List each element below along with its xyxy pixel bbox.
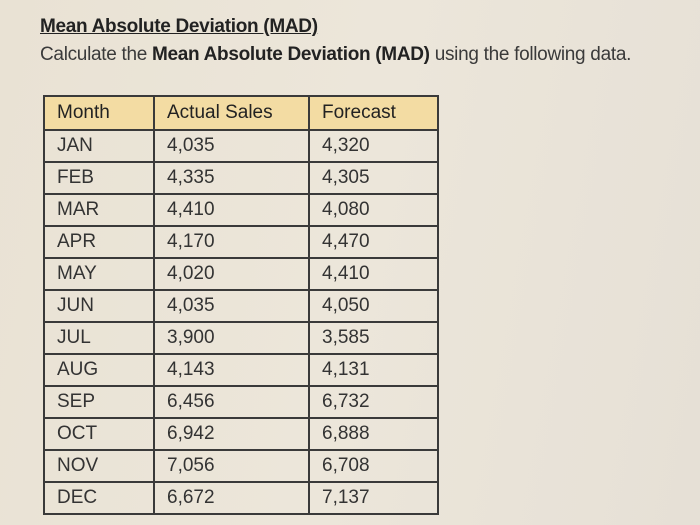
table-row: AUG 4,143 4,131 bbox=[43, 353, 439, 387]
cell-month: SEP bbox=[43, 385, 155, 419]
cell-forecast: 4,131 bbox=[308, 353, 439, 387]
cell-month: MAR bbox=[43, 193, 155, 227]
instruction-text: Calculate the Mean Absolute Deviation (M… bbox=[40, 44, 631, 66]
cell-forecast: 4,305 bbox=[308, 161, 439, 195]
cell-forecast: 6,708 bbox=[308, 449, 439, 483]
cell-month: NOV bbox=[43, 449, 155, 483]
cell-forecast: 4,470 bbox=[308, 225, 439, 259]
table-row: JAN 4,035 4,320 bbox=[43, 129, 439, 163]
cell-forecast: 4,410 bbox=[308, 257, 439, 291]
cell-forecast: 3,585 bbox=[308, 321, 439, 355]
table-row: FEB 4,335 4,305 bbox=[43, 161, 439, 195]
cell-month: DEC bbox=[43, 481, 155, 515]
cell-forecast: 7,137 bbox=[308, 481, 439, 515]
cell-month: AUG bbox=[43, 353, 155, 387]
header-forecast: Forecast bbox=[308, 95, 439, 131]
table-row: MAR 4,410 4,080 bbox=[43, 193, 439, 227]
cell-month: JUN bbox=[43, 289, 155, 323]
table-row: JUL 3,900 3,585 bbox=[43, 321, 439, 355]
cell-actual-sales: 6,672 bbox=[153, 481, 310, 515]
cell-actual-sales: 4,170 bbox=[153, 225, 310, 259]
cell-forecast: 4,320 bbox=[308, 129, 439, 163]
header-actual-sales: Actual Sales bbox=[153, 95, 310, 131]
cell-month: JUL bbox=[43, 321, 155, 355]
cell-actual-sales: 7,056 bbox=[153, 449, 310, 483]
table-row: DEC 6,672 7,137 bbox=[43, 481, 439, 515]
header-month: Month bbox=[43, 95, 155, 131]
cell-actual-sales: 6,942 bbox=[153, 417, 310, 451]
sales-forecast-table: Month Actual Sales Forecast JAN 4,035 4,32… bbox=[43, 95, 439, 515]
cell-actual-sales: 4,035 bbox=[153, 289, 310, 323]
table-row: JUN 4,035 4,050 bbox=[43, 289, 439, 323]
cell-actual-sales: 3,900 bbox=[153, 321, 310, 355]
cell-month: MAY bbox=[43, 257, 155, 291]
page-title: Mean Absolute Deviation (MAD) bbox=[40, 16, 318, 37]
cell-actual-sales: 4,035 bbox=[153, 129, 310, 163]
cell-month: APR bbox=[43, 225, 155, 259]
instruction-bold: Mean Absolute Deviation (MAD) bbox=[151, 44, 430, 65]
instruction-suffix: using the following data. bbox=[429, 44, 632, 65]
table-header-row: Month Actual Sales Forecast bbox=[43, 95, 439, 131]
cell-actual-sales: 4,410 bbox=[153, 193, 310, 227]
cell-actual-sales: 4,143 bbox=[153, 353, 310, 387]
cell-forecast: 6,888 bbox=[308, 417, 439, 451]
table-row: SEP 6,456 6,732 bbox=[43, 385, 439, 419]
cell-forecast: 6,732 bbox=[308, 385, 439, 419]
cell-actual-sales: 6,456 bbox=[153, 385, 310, 419]
table-row: APR 4,170 4,470 bbox=[43, 225, 439, 259]
cell-month: FEB bbox=[43, 161, 155, 195]
cell-month: OCT bbox=[43, 417, 155, 451]
cell-actual-sales: 4,335 bbox=[153, 161, 310, 195]
cell-actual-sales: 4,020 bbox=[153, 257, 310, 291]
instruction-prefix: Calculate the bbox=[40, 44, 152, 65]
table-row: MAY 4,020 4,410 bbox=[43, 257, 439, 291]
cell-month: JAN bbox=[43, 129, 155, 163]
cell-forecast: 4,080 bbox=[308, 193, 439, 227]
table-row: OCT 6,942 6,888 bbox=[43, 417, 439, 451]
table-row: NOV 7,056 6,708 bbox=[43, 449, 439, 483]
cell-forecast: 4,050 bbox=[308, 289, 439, 323]
